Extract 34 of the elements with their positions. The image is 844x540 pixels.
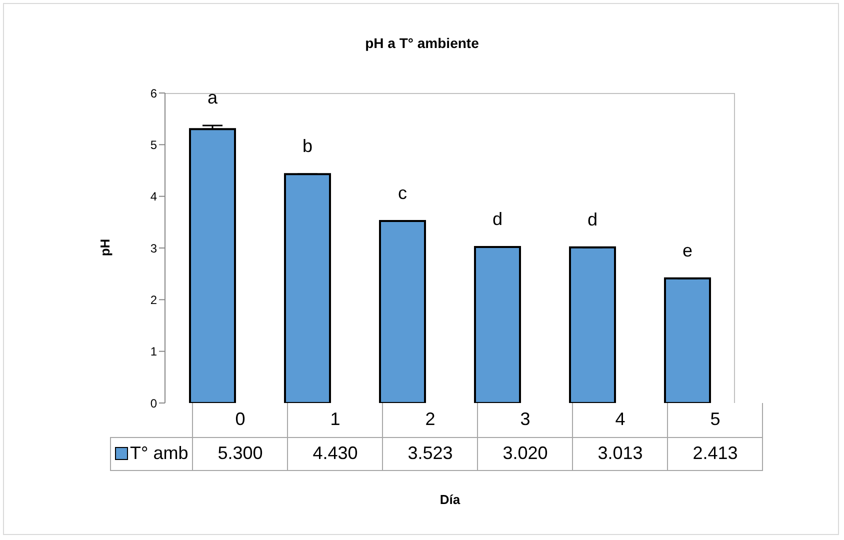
data-label: 3.523: [382, 437, 478, 470]
x-tick-label: 1: [288, 403, 383, 437]
x-tick-label: 4: [572, 403, 668, 437]
annotation: e: [682, 240, 693, 260]
bar: [379, 220, 426, 403]
x-tick-label: 0: [192, 403, 288, 437]
y-tick-label: 6: [150, 86, 158, 100]
annotation: b: [302, 136, 313, 156]
x-tick-label: 2: [382, 403, 478, 437]
y-tick-label: 5: [150, 138, 158, 152]
y-tick-label: 1: [150, 344, 158, 359]
annotation: a: [207, 88, 218, 108]
annotation: c: [398, 182, 407, 203]
y-axis-title: pH: [98, 238, 112, 258]
data-label: 4.430: [288, 437, 383, 470]
annotation: d: [492, 208, 503, 229]
bar: [474, 246, 521, 403]
x-tick-label: 3: [478, 403, 573, 437]
bar: [569, 246, 616, 403]
bar: [664, 277, 711, 403]
legend-label: T° amb: [130, 442, 188, 464]
data-label: 3.013: [572, 437, 668, 470]
bar: [189, 128, 236, 403]
bar: [284, 173, 331, 403]
y-tick-label: 3: [150, 241, 158, 256]
y-tick-label: 2: [150, 292, 158, 307]
x-axis-title: Día: [438, 492, 462, 507]
data-label: 5.300: [192, 437, 288, 470]
chart-title: pH a T° ambiente: [364, 35, 480, 51]
data-label: 3.020: [478, 437, 573, 470]
data-label: 2.413: [668, 437, 763, 470]
annotation: d: [587, 209, 598, 230]
y-tick-label: 4: [150, 190, 158, 204]
x-tick-label: 5: [668, 403, 763, 437]
